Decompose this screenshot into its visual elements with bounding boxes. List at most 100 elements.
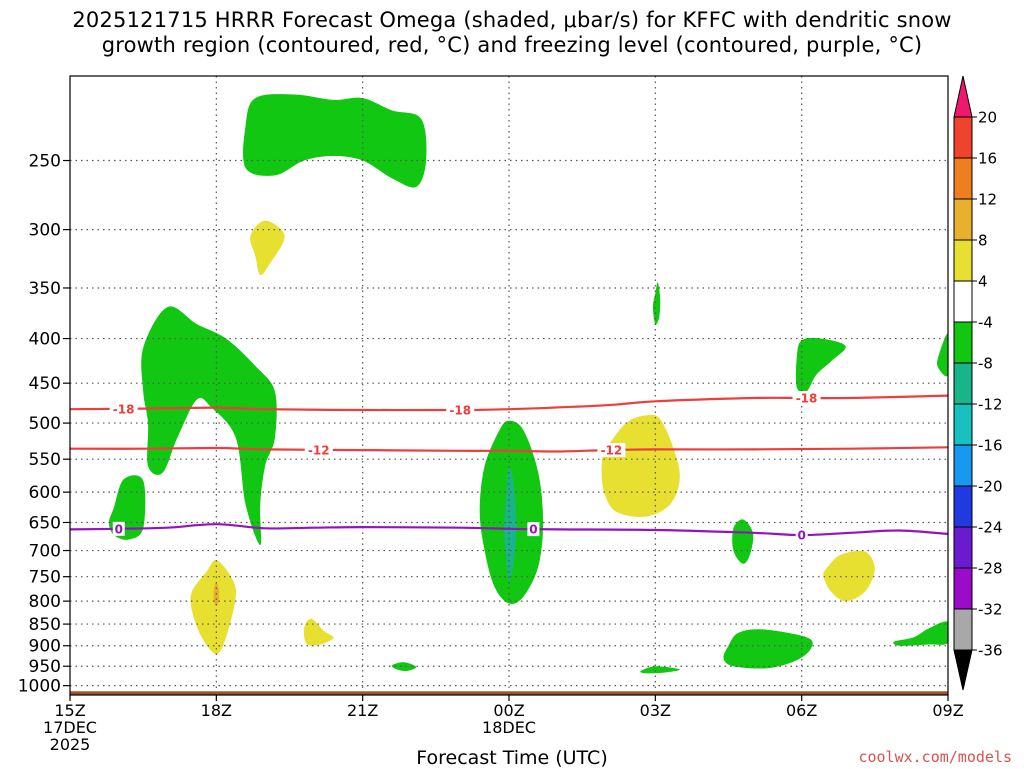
contour-label-bg <box>795 528 808 543</box>
contour-label-bg <box>109 401 138 416</box>
x-tick-label-09Z: 09Z <box>932 701 963 720</box>
omega-region-mid-ascent-400 <box>141 306 277 546</box>
y-tick-label-650: 650 <box>29 513 61 533</box>
x-tick-label-2025: 2025 <box>50 735 91 754</box>
omega-region-descent-20z <box>303 618 334 646</box>
colorbar-label--20: -20 <box>978 478 1003 496</box>
colorbar-label-4: 4 <box>978 273 988 291</box>
contour-line-1 <box>70 446 948 453</box>
colorbar-top-triangle <box>953 75 973 118</box>
contour-label-bg <box>527 522 540 537</box>
colorbar-band-12 <box>953 567 973 610</box>
colorbar-band-2 <box>953 157 973 200</box>
omega-region-low-05z-boundary <box>723 629 813 669</box>
colorbar-band-5 <box>953 280 973 323</box>
colorbar-label-16: 16 <box>978 150 997 168</box>
x-tick-label-18Z: 18Z <box>201 701 232 720</box>
colorbar-label--12: -12 <box>978 396 1003 414</box>
pressure-axis: 2503003504004505005506006507007508008509… <box>18 152 70 697</box>
y-tick-label-800: 800 <box>29 592 61 612</box>
contour-label-2-2: 0 <box>797 529 805 543</box>
omega-region-low-08z-boundary <box>893 621 948 646</box>
ground-layer <box>70 691 948 695</box>
y-tick-label-900: 900 <box>29 637 61 657</box>
y-tick-label-600: 600 <box>29 483 61 503</box>
colorbar-label-20: 20 <box>978 109 997 127</box>
x-tick-label-15Z: 15Z <box>54 701 85 720</box>
omega-colorbar: 20 16 12 8 4 -4 -8 -12 -16 -20 -24 -28 -32 -36 <box>953 75 1003 691</box>
colorbar-label--8: -8 <box>978 355 993 373</box>
colorbar-label-8: 8 <box>978 232 988 250</box>
colorbar-label--24: -24 <box>978 519 1003 537</box>
contour-label-bg <box>446 402 475 417</box>
contour-label-0-2: -18 <box>796 392 818 406</box>
x-tick-label-00Z: 00Z <box>493 701 524 720</box>
x-axis-label: Forecast Time (UTC) <box>416 747 608 769</box>
x-tick-label-18DEC: 18DEC <box>482 718 536 737</box>
colorbar-bottom-triangle <box>953 649 973 691</box>
y-tick-label-250: 250 <box>29 152 61 172</box>
contour-label-bg <box>597 443 626 458</box>
contour-label-2-1: 0 <box>529 523 537 537</box>
contour-label-bg <box>792 391 821 406</box>
y-tick-label-950: 950 <box>29 657 61 677</box>
omega-region-thin-03z <box>652 282 661 325</box>
contour-label-bg <box>304 442 333 457</box>
grid-lines <box>70 76 948 692</box>
omega-region-upper-ascent-250 <box>243 94 427 188</box>
colorbar-band-6 <box>953 321 973 364</box>
y-tick-label-1000: 1000 <box>18 677 61 697</box>
y-tick-label-400: 400 <box>29 330 61 350</box>
omega-region-small-03z <box>640 666 680 674</box>
omega-region-upper-06z <box>795 337 846 393</box>
omega-region-small-22z <box>391 662 417 672</box>
omega-region-edge-09z <box>937 333 948 377</box>
x-tick-label-03Z: 03Z <box>640 701 671 720</box>
contour-label-1-0: -12 <box>308 443 330 457</box>
colorbar-band-13 <box>953 608 973 651</box>
colorbar-label--4: -4 <box>978 314 993 332</box>
omega-region-descent-02z <box>601 414 680 517</box>
y-tick-label-550: 550 <box>29 450 61 470</box>
colorbar-label--16: -16 <box>978 437 1003 455</box>
omega-region-descent-07z <box>823 550 875 602</box>
y-tick-label-750: 750 <box>29 568 61 588</box>
omega-region-low-05z <box>732 519 754 564</box>
x-tick-label-17DEC: 17DEC <box>43 718 97 737</box>
colorbar-label--28: -28 <box>978 560 1003 578</box>
y-tick-label-350: 350 <box>29 279 61 299</box>
colorbar-band-1 <box>953 116 973 159</box>
site-watermark[interactable]: coolwx.com/models <box>858 748 1012 766</box>
x-tick-label-06Z: 06Z <box>786 701 817 720</box>
omega-region-core-00z <box>504 465 517 582</box>
colorbar-label--32: -32 <box>978 601 1003 619</box>
omega-region-descent-18z-low <box>190 560 236 655</box>
colorbar-band-4 <box>953 239 973 282</box>
contour-label-bg <box>112 521 125 536</box>
chart-title-line-1: 2025121715 HRRR Forecast Omega (shaded, … <box>72 8 952 32</box>
contour-label-1-1: -12 <box>601 444 623 458</box>
y-tick-label-450: 450 <box>29 374 61 394</box>
y-tick-label-700: 700 <box>29 542 61 562</box>
omega-shaded-regions <box>109 94 948 674</box>
colorbar-label-12: 12 <box>978 191 997 209</box>
contour-line-2 <box>70 523 948 537</box>
chart-title-line-2: growth region (contoured, red, °C) and f… <box>101 33 923 57</box>
ground-fill <box>70 691 948 695</box>
contour-label-2-0: 0 <box>115 522 123 536</box>
colorbar-band-7 <box>953 362 973 405</box>
y-tick-label-300: 300 <box>29 221 61 241</box>
x-tick-label-21Z: 21Z <box>347 701 378 720</box>
contour-label-0-1: -18 <box>449 403 471 417</box>
colorbar-band-9 <box>953 444 973 487</box>
colorbar-band-11 <box>953 526 973 569</box>
colorbar-band-8 <box>953 403 973 446</box>
colorbar-band-10 <box>953 485 973 528</box>
colorbar-label--36: -36 <box>978 642 1003 660</box>
contour-label-0-0: -18 <box>113 402 135 416</box>
y-tick-label-500: 500 <box>29 414 61 434</box>
omega-region-descent-300 <box>250 220 285 275</box>
temperature-contours: -18 -18 -18 -12 -12 0 0 0 <box>70 391 948 543</box>
